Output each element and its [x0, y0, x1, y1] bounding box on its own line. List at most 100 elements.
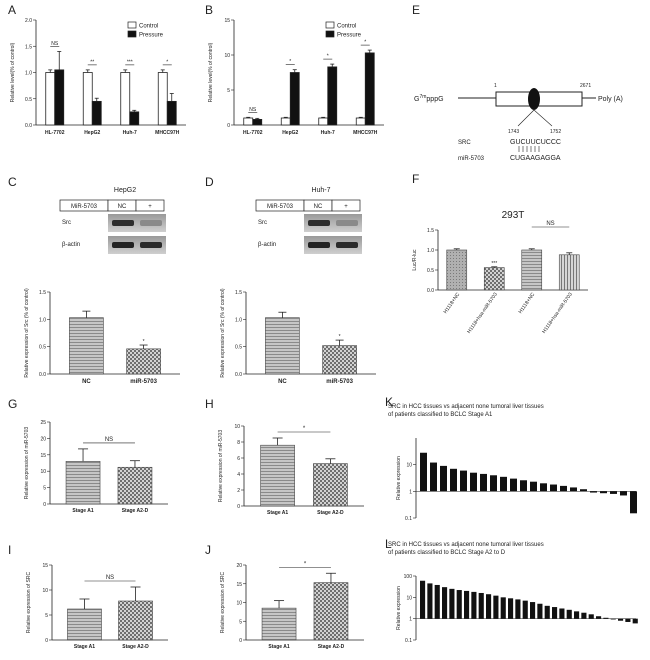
- bar: [544, 605, 550, 619]
- bar: [620, 491, 627, 496]
- y-tick-label: 1: [409, 489, 412, 495]
- bar: [126, 348, 161, 375]
- y-tick-label: 10: [406, 463, 412, 469]
- bar: [530, 602, 536, 619]
- y-tick-label: 0.0: [25, 123, 32, 129]
- bar: [515, 599, 521, 619]
- bar: [610, 618, 616, 620]
- bar: [65, 461, 101, 505]
- legend-swatch: [127, 30, 137, 38]
- panel-letter-f: F: [412, 172, 419, 186]
- y-tick-label: 20: [236, 563, 242, 569]
- y-tick-label: 15: [224, 18, 230, 24]
- x-tick-label: NC: [82, 379, 91, 385]
- y-tick-label: 25: [40, 420, 46, 426]
- blot-header-label: +: [344, 204, 348, 210]
- bar: [566, 609, 572, 619]
- y-tick-label: 1: [409, 617, 412, 623]
- bar-control: [45, 72, 56, 126]
- blot-header-cell: [331, 199, 361, 212]
- y-tick-label: 1.5: [235, 290, 242, 296]
- y-tick-label: 10: [40, 469, 46, 475]
- bar: [483, 267, 505, 291]
- mir-seq: CUGAAGAGGA: [510, 155, 561, 162]
- src-seq: GUCUUCUCCC: [510, 139, 561, 146]
- chart-title-line1: SRC in HCC tissues vs adjacent none tumo…: [388, 404, 544, 410]
- bar: [449, 588, 455, 619]
- site-start: 1743: [508, 129, 519, 135]
- x-tick-label: miR-5703: [130, 379, 157, 385]
- bar: [540, 483, 547, 492]
- bar: [632, 618, 638, 624]
- bar: [510, 478, 517, 492]
- site-end: 1752: [550, 129, 561, 135]
- y-tick-label: 0.0: [235, 372, 242, 378]
- bar: [450, 468, 457, 492]
- pos-end: 2671: [580, 83, 591, 89]
- bar: [600, 491, 607, 494]
- panel-d-chart: Huh-7 MiR-5703 NC + Src β-actin 0.0 0.5 1.0 1.5 Re…: [220, 187, 376, 385]
- bar: [446, 249, 468, 291]
- y-tick-label: 20: [40, 436, 46, 442]
- panel-letter-j: J: [205, 543, 211, 557]
- y-tick-label: 0.5: [427, 268, 434, 274]
- x-tick-label: Stage A2-D: [122, 508, 149, 514]
- blot-band: [308, 220, 330, 226]
- x-tick-label: Stage A1: [72, 508, 93, 514]
- y-tick-label: 5: [239, 619, 242, 625]
- y-axis-label: Relative expression of miR-5703: [24, 427, 30, 499]
- y-axis-label: Relative expression of SRC: [26, 572, 32, 634]
- bar: [460, 470, 467, 492]
- blot-header-label: NC: [314, 204, 323, 210]
- blot-image: [304, 214, 362, 232]
- bar: [490, 475, 497, 492]
- bar: [559, 608, 565, 619]
- y-axis-label: Relative expression of Src (% of control…: [24, 288, 30, 378]
- x-tick-label: miR-5703: [326, 379, 353, 385]
- bar: [265, 317, 300, 375]
- x-tick-label: HL-7702: [45, 130, 65, 136]
- panel-letter-e: E: [412, 3, 420, 17]
- y-tick-label: 10: [42, 588, 48, 594]
- y-axis-label: Relative expression: [396, 586, 402, 630]
- bar: [420, 580, 426, 619]
- panel-l-chart: SRC in HCC tissues vs adjacent none tumo…: [388, 542, 638, 644]
- x-tick-label: HepG2: [282, 130, 298, 136]
- zoom-line-left: [517, 109, 535, 127]
- x-tick-label: Stage A2-D: [122, 644, 149, 650]
- bar: [500, 597, 506, 619]
- bar: [520, 480, 527, 492]
- bar: [442, 587, 448, 619]
- legend-swatch: [127, 21, 137, 29]
- poly-a-label: Poly (A): [598, 96, 623, 103]
- bar: [478, 592, 484, 619]
- bar: [260, 444, 295, 507]
- x-tick-label: Stage A1: [74, 644, 95, 650]
- bar: [313, 463, 348, 507]
- y-tick-label: 0: [227, 123, 230, 129]
- x-tick-label: HL-7702: [243, 130, 263, 136]
- significance-mark: NS: [106, 575, 114, 581]
- bar: [464, 590, 470, 619]
- bar: [552, 607, 558, 619]
- blot-band: [140, 220, 162, 226]
- bar: [630, 491, 637, 514]
- x-tick-label: Stage A1: [267, 510, 288, 516]
- legend-swatch: [325, 21, 335, 29]
- significance-mark: NS: [249, 107, 257, 113]
- chart-title: HepG2: [114, 187, 136, 194]
- panel-letter-k: K: [385, 395, 393, 409]
- mir-seq-label: miR-5703: [458, 156, 485, 162]
- y-tick-label: 0: [45, 638, 48, 644]
- bar: [618, 618, 624, 621]
- bar-pressure: [129, 111, 140, 126]
- blot-row-label: β-actin: [258, 242, 276, 248]
- significance-mark: NS: [546, 221, 554, 227]
- y-axis-label: Relative level(% of control): [208, 42, 214, 102]
- blot-row-label: Src: [62, 220, 71, 226]
- bar-pressure: [289, 72, 300, 126]
- blot-row-label: β-actin: [62, 242, 80, 248]
- significance-mark: *: [304, 561, 307, 567]
